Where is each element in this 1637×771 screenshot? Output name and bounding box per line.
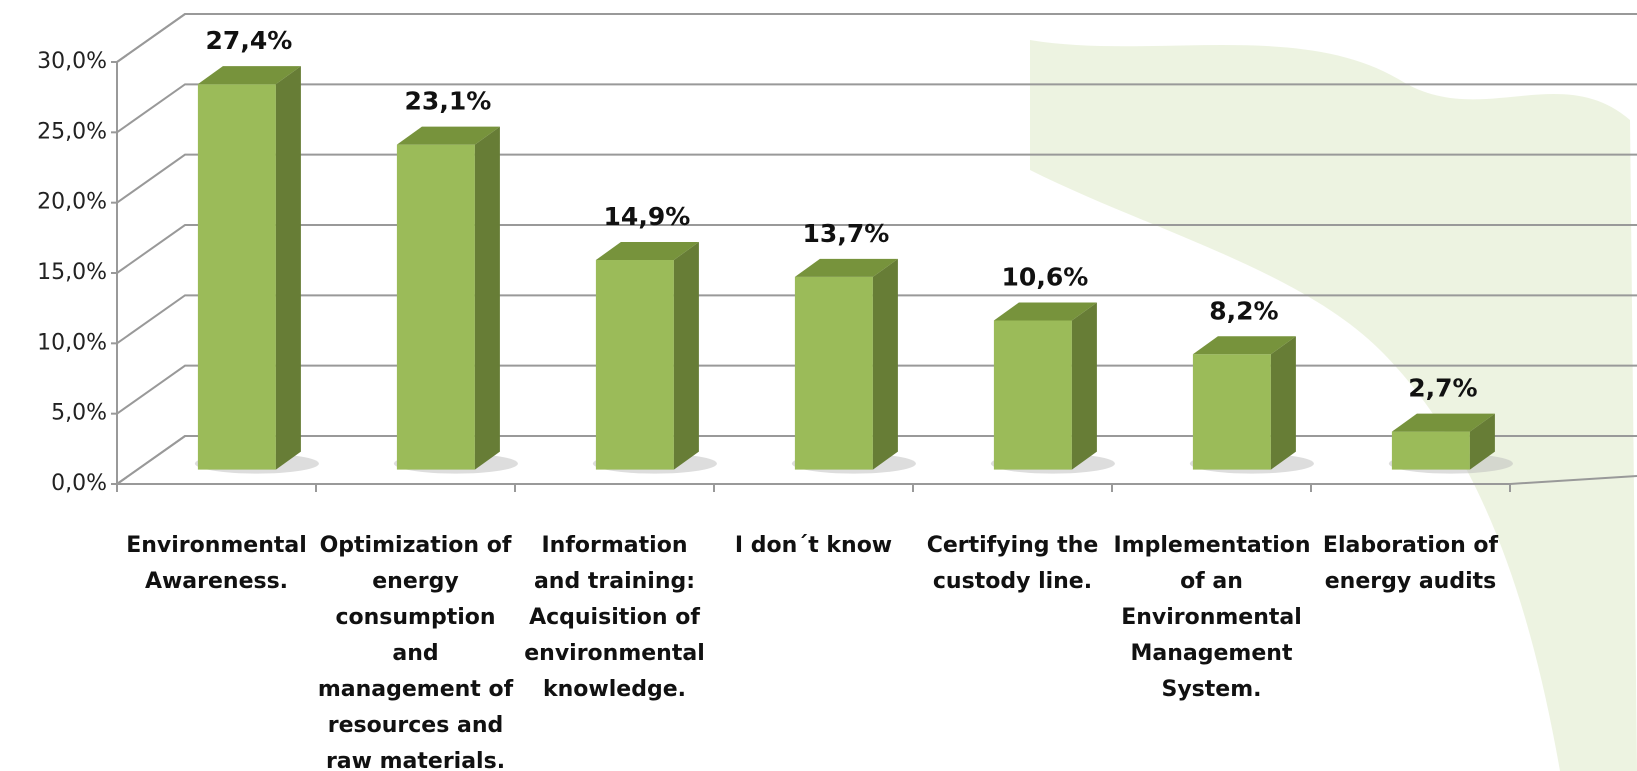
bar-top bbox=[794, 258, 898, 277]
grid-line bbox=[116, 83, 1637, 134]
value-label: 14,9% bbox=[604, 202, 691, 231]
y-tick-label: 25,0% bbox=[37, 119, 107, 144]
bar-top bbox=[1391, 413, 1495, 432]
bar bbox=[396, 144, 475, 470]
bar-side bbox=[1270, 336, 1296, 470]
value-label: 2,7% bbox=[1408, 374, 1477, 403]
bar-top bbox=[993, 302, 1097, 321]
bar-side bbox=[474, 126, 500, 470]
value-label: 13,7% bbox=[803, 219, 890, 248]
y-tick-label: 15,0% bbox=[37, 260, 107, 285]
bar-side bbox=[872, 258, 898, 470]
grid-line bbox=[116, 294, 1637, 345]
bar bbox=[197, 84, 276, 470]
bar-top bbox=[595, 242, 699, 261]
value-label: 10,6% bbox=[1002, 262, 1089, 291]
x-tick-label: Environmental Awareness. bbox=[126, 533, 307, 594]
background-tree bbox=[1030, 40, 1637, 771]
bar-side bbox=[1469, 413, 1495, 470]
grid-line bbox=[116, 364, 1637, 415]
x-tick-label: I don´t know bbox=[734, 533, 893, 558]
bar-top bbox=[1192, 336, 1296, 355]
x-tick-label: Information and training: Acquisition of… bbox=[524, 533, 705, 702]
value-label: 23,1% bbox=[405, 87, 492, 116]
value-label: 8,2% bbox=[1209, 296, 1278, 325]
y-tick-label: 10,0% bbox=[37, 330, 107, 355]
grid-line bbox=[116, 435, 1637, 485]
bar bbox=[1192, 354, 1271, 470]
x-tick-label: Certifying the custody line. bbox=[926, 533, 1099, 594]
bar-side bbox=[1071, 302, 1097, 470]
value-label: 27,4% bbox=[206, 26, 293, 55]
grid-line bbox=[116, 153, 1637, 204]
x-tick-label: Implementation of an Environmental Manag… bbox=[1113, 533, 1311, 702]
bar bbox=[993, 320, 1072, 470]
bar-side bbox=[673, 242, 699, 470]
y-tick-label: 5,0% bbox=[51, 401, 107, 426]
bar bbox=[595, 260, 674, 470]
x-tick-label: Elaboration of energy audits bbox=[1322, 533, 1499, 594]
y-tick-label: 20,0% bbox=[37, 190, 107, 215]
y-tick-label: 30,0% bbox=[37, 49, 107, 74]
bar bbox=[1391, 431, 1470, 470]
grid-line bbox=[116, 224, 1637, 274]
bar-top bbox=[197, 66, 301, 85]
bar-top bbox=[396, 126, 500, 145]
bar bbox=[794, 276, 873, 470]
bar-side bbox=[275, 66, 301, 470]
grid-line bbox=[116, 13, 1637, 63]
y-tick-label: 0,0% bbox=[51, 471, 107, 496]
x-tick-label: Optimization of energy consumption and m… bbox=[317, 533, 514, 771]
